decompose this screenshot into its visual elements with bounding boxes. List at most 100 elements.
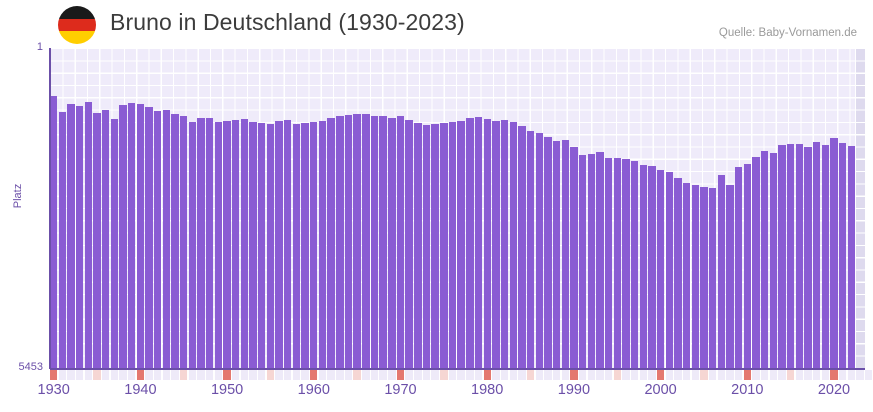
bar[interactable] [431,124,439,368]
bar[interactable] [292,124,301,368]
bar[interactable] [847,146,856,368]
bar[interactable] [821,145,830,368]
bar[interactable] [145,107,153,368]
bar[interactable] [405,120,413,368]
bar[interactable] [188,122,197,368]
bar[interactable] [752,157,760,368]
bar[interactable] [639,165,647,368]
bar[interactable] [128,103,136,368]
bar[interactable] [561,140,569,368]
bar[interactable] [648,166,656,368]
bar[interactable] [578,155,587,368]
bar[interactable] [206,118,214,368]
bar[interactable] [474,117,483,368]
x-axis-tick [206,370,214,380]
bar[interactable] [275,121,283,368]
bar[interactable] [682,183,691,368]
bar[interactable] [284,120,292,368]
bar[interactable] [483,119,491,368]
bar[interactable] [84,102,93,368]
bar[interactable] [812,142,821,368]
bar[interactable] [76,106,84,368]
bar[interactable] [656,170,665,368]
bar[interactable] [93,113,101,368]
bar[interactable] [795,144,803,368]
bar[interactable] [154,111,162,368]
bar[interactable] [119,105,127,368]
bar[interactable] [492,121,500,368]
bar[interactable] [804,147,812,368]
bar[interactable] [700,187,708,368]
bar[interactable] [310,122,318,368]
bar[interactable] [544,137,552,368]
bar[interactable] [726,185,734,368]
bar[interactable] [258,123,266,368]
bar[interactable] [691,185,699,368]
bar[interactable] [240,119,249,368]
bar[interactable] [171,114,179,368]
x-axis-tick [67,370,75,380]
bar[interactable] [353,114,361,368]
x-axis-tick [93,370,101,380]
bar[interactable] [197,118,205,368]
bar[interactable] [535,133,543,368]
bar[interactable] [379,116,387,368]
bar[interactable] [344,115,353,368]
bar[interactable] [604,158,613,368]
bar[interactable] [708,188,717,368]
bar[interactable] [110,119,119,368]
x-axis-tick-label: 2000 [644,382,677,398]
bar[interactable] [396,116,405,368]
bar[interactable] [249,122,257,368]
bar[interactable] [440,123,448,368]
bar[interactable] [301,123,309,368]
bar[interactable] [500,120,509,368]
bar[interactable] [769,153,777,368]
bar[interactable] [362,114,370,368]
x-axis-tick [483,370,491,380]
bar[interactable] [136,104,145,368]
bar[interactable] [50,96,58,368]
bar[interactable] [58,112,67,368]
bar[interactable] [630,161,639,368]
bar[interactable] [388,118,396,368]
bar[interactable] [67,104,75,368]
bar[interactable] [665,172,673,368]
bar[interactable] [587,154,595,368]
bar[interactable] [734,167,743,368]
bar[interactable] [743,164,751,368]
bar[interactable] [596,152,604,368]
bar[interactable] [830,138,838,368]
bar[interactable] [466,118,474,368]
bar[interactable] [778,145,786,368]
bar[interactable] [162,110,171,368]
bar[interactable] [180,116,188,368]
bar[interactable] [509,122,517,368]
bar[interactable] [422,125,431,368]
bar[interactable] [518,126,526,368]
bar[interactable] [622,159,630,368]
bar[interactable] [318,121,327,368]
bar[interactable] [414,123,422,368]
bar[interactable] [327,118,335,368]
x-axis-tick [336,370,344,380]
bar[interactable] [370,116,379,368]
bar[interactable] [838,143,847,368]
bar[interactable] [457,121,465,368]
x-axis-tick [388,370,396,380]
bar[interactable] [214,122,223,368]
bar[interactable] [786,144,795,368]
bar[interactable] [266,124,275,368]
bar[interactable] [717,175,725,368]
bar[interactable] [102,110,110,368]
bar[interactable] [674,178,682,368]
bar[interactable] [336,116,344,368]
bar[interactable] [223,121,231,368]
bar[interactable] [760,151,769,368]
bar[interactable] [232,120,240,368]
bar[interactable] [570,147,578,368]
bar[interactable] [552,141,561,368]
bar[interactable] [526,131,535,368]
bar[interactable] [448,122,457,368]
bar[interactable] [613,158,621,368]
